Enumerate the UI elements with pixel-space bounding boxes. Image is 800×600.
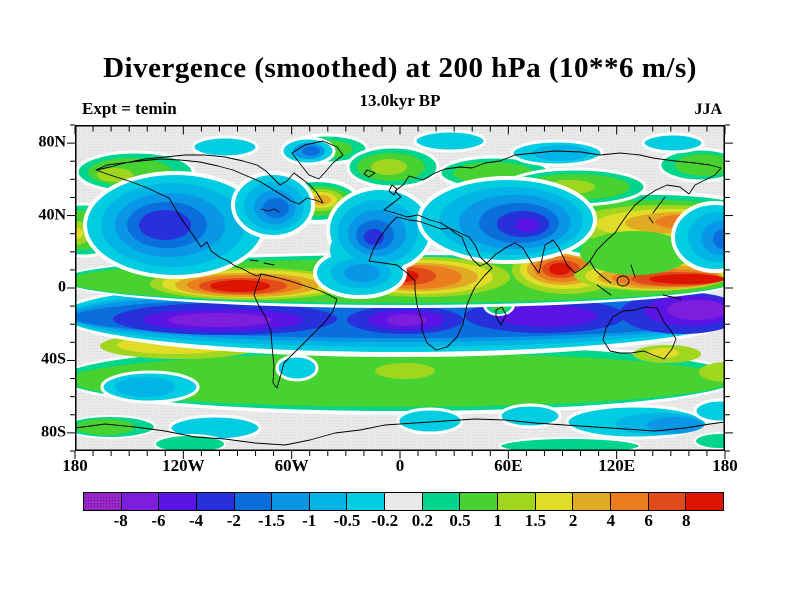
colorbar-tick-label: 1 xyxy=(493,511,503,530)
lon-tick-label: 120W xyxy=(162,456,205,475)
lat-tick-label: 40N xyxy=(38,206,66,224)
colorbar-segment xyxy=(346,492,386,511)
colorbar-segment xyxy=(572,492,611,511)
colorbar-tick-label: -2 xyxy=(226,511,241,530)
colorbar-tick-label: 2 xyxy=(568,511,578,530)
colorbar-segment xyxy=(120,492,160,511)
colorbar-segment xyxy=(609,492,649,511)
lon-tick-label: 180 xyxy=(712,456,738,475)
blob-arctic-cyan-patches xyxy=(191,129,705,167)
colorbar-segment xyxy=(421,492,461,511)
colorbar-tick-label: -1.5 xyxy=(258,511,285,530)
colorbar-segment xyxy=(83,492,122,511)
colorbar-tick-label: -0.5 xyxy=(333,511,361,530)
colorbar-segment xyxy=(534,492,574,511)
experiment-label: Expt = temin xyxy=(82,99,177,118)
subtitle-time-label: 13.0kyr BP xyxy=(359,91,441,110)
coastlines xyxy=(75,140,725,446)
map-area xyxy=(67,124,733,459)
lat-tick-label: 40S xyxy=(41,351,66,369)
colorbar-segment xyxy=(685,492,724,511)
colorbar-segment xyxy=(647,492,687,511)
colorbar-tick-label: 6 xyxy=(644,511,653,530)
page-title: Divergence (smoothed) at 200 hPa (10**6 … xyxy=(103,52,697,84)
blob-eurasia-negative xyxy=(417,176,597,264)
colorbar xyxy=(83,492,724,511)
lon-tick-label: 180 xyxy=(62,456,88,475)
colorbar-tick-label: -1 xyxy=(302,511,317,530)
colorbar-segment xyxy=(497,492,536,511)
colorbar-segment xyxy=(271,492,310,511)
map-plot xyxy=(67,124,733,459)
lon-tick-label: 0 xyxy=(395,456,405,475)
colorbar-segment xyxy=(233,492,273,511)
colorbar-tick-label: -8 xyxy=(113,511,128,530)
colorbar-tick-label: -4 xyxy=(189,511,204,530)
colorbar-tick-label: 4 xyxy=(606,511,616,530)
blob-sh-midlat-positive-band xyxy=(75,325,725,415)
lat-tick-label: 80S xyxy=(41,423,66,441)
map-frame xyxy=(75,125,725,451)
colorbar-labels: -8 -6 -4 -2 -1.5 -1 -0.5 -0.2 0.2 0.5 1 1.5 2 4 6 8 xyxy=(83,511,724,533)
lon-tick-label: 120E xyxy=(598,456,636,475)
blob-north-atlantic-negative xyxy=(313,186,434,299)
colorbar-tick-label: -0.2 xyxy=(371,511,399,530)
lat-tick-label: 0 xyxy=(58,278,66,296)
blob-southern-ocean-patches xyxy=(75,354,725,451)
colorbar-tick-label: 0.2 xyxy=(411,511,433,530)
contour-field xyxy=(75,129,725,451)
blob-east-of-japan-negative xyxy=(671,201,725,273)
lon-tick-label: 60W xyxy=(274,456,309,475)
blob-central-n-america-negative xyxy=(231,171,315,239)
lat-tick-label: 80N xyxy=(38,133,66,151)
blob-north-pacific-negative xyxy=(83,171,267,279)
season-label: JJA xyxy=(694,101,722,118)
colorbar-segment xyxy=(308,492,348,511)
colorbar-segment xyxy=(195,492,235,511)
colorbar-tick-label: -6 xyxy=(151,511,166,530)
colorbar-segment xyxy=(384,492,423,511)
map-ticks xyxy=(67,124,733,459)
colorbar-tick-label: 8 xyxy=(682,511,691,530)
colorbar-segment xyxy=(158,492,197,511)
colorbar-tick-label: 1.5 xyxy=(524,511,547,530)
colorbar-tick-label: 0.5 xyxy=(449,511,471,530)
colorbar-segment xyxy=(459,492,499,511)
lon-tick-label: 60E xyxy=(494,456,523,475)
